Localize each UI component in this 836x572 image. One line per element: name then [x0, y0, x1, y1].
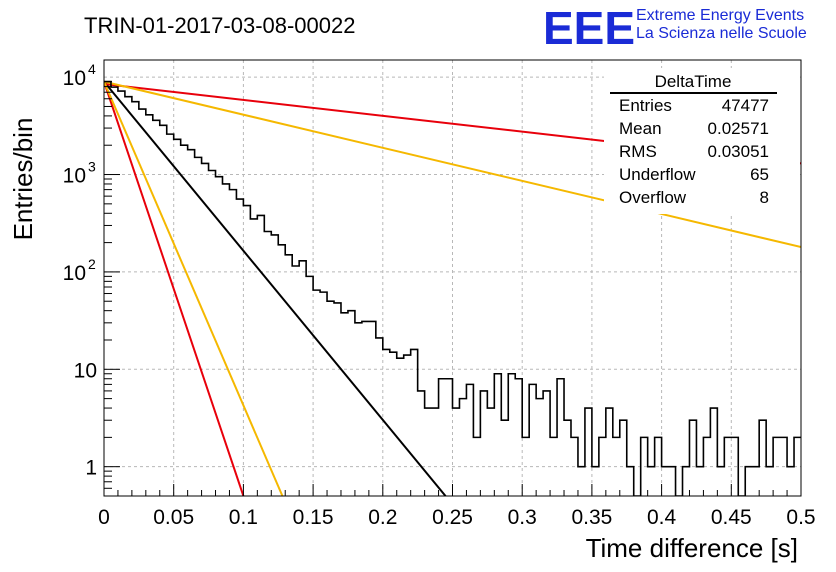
y-tick-exponent: 2 — [88, 256, 96, 272]
x-tick-label: 0.15 — [293, 506, 334, 529]
y-tick-label: 10 — [63, 165, 86, 188]
y-tick-exponent: 4 — [88, 61, 96, 77]
x-tick-label: 0.4 — [647, 506, 677, 529]
fit-line-2 — [104, 80, 801, 249]
tick-labels: 0 0.05 0.1 0.15 0.2 0.25 0.3 0.35 0.4 0.45 0.5 1 10 1… — [63, 61, 816, 529]
eee-logo: EEE Extreme Energy Events La Scienza nel… — [543, 2, 807, 54]
stats-label: Entries — [619, 96, 672, 115]
x-tick-label: 0.45 — [711, 506, 752, 529]
stats-value: 65 — [750, 165, 769, 184]
stats-label: Mean — [619, 119, 662, 138]
stats-value: 47477 — [722, 96, 769, 115]
y-tick-exponent: 3 — [88, 159, 96, 175]
stats-label: Underflow — [619, 165, 696, 184]
x-tick-label: 0.2 — [368, 506, 397, 529]
x-tick-label: 0 — [98, 506, 110, 529]
fit-line-4 — [104, 81, 284, 496]
logo-line2: La Scienza nelle Scuole — [636, 25, 807, 42]
y-tick-label: 10 — [63, 262, 86, 285]
stats-box: DeltaTime Entries 47477 Mean 0.02571 RMS 0.03… — [604, 68, 800, 214]
logo-line1: Extreme Energy Events — [636, 7, 804, 24]
stats-value: 8 — [760, 188, 769, 207]
x-tick-label: 0.3 — [508, 506, 537, 529]
stats-value: 0.02571 — [708, 119, 769, 138]
x-axis-label: Time difference [s] — [586, 533, 798, 563]
x-tick-label: 0.5 — [786, 506, 815, 529]
stats-rows: Entries 47477 Mean 0.02571 RMS 0.03051 Underfl… — [619, 96, 769, 207]
y-tick-label: 10 — [63, 67, 86, 90]
fit-line-0 — [104, 80, 447, 496]
x-tick-label: 0.1 — [229, 506, 258, 529]
x-tick-label: 0.35 — [571, 506, 612, 529]
stats-value: 0.03051 — [708, 142, 769, 161]
chart-title: TRIN-01-2017-03-08-00022 — [84, 13, 356, 38]
logo-mark: EEE — [543, 2, 635, 54]
x-tick-label: 0.05 — [153, 506, 194, 529]
stats-title: DeltaTime — [655, 72, 732, 91]
y-tick-label: 1 — [85, 457, 97, 480]
axis-ticks — [103, 81, 802, 497]
x-tick-label: 0.25 — [432, 506, 473, 529]
fit-line-3 — [104, 81, 245, 496]
y-tick-label: 10 — [74, 359, 97, 382]
histogram-deltatime — [104, 80, 801, 496]
y-axis-label: Entries/bin — [8, 118, 38, 241]
stats-label: Overflow — [619, 188, 687, 207]
stats-label: RMS — [619, 142, 657, 161]
